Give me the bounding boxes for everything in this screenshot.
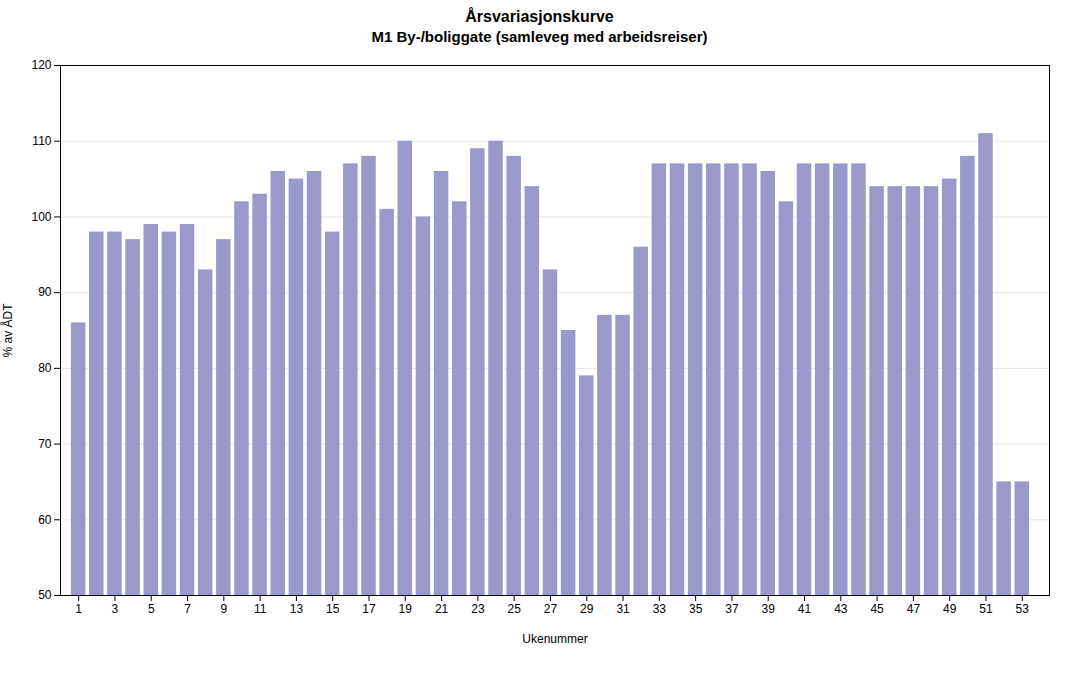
svg-text:19: 19 — [399, 602, 413, 616]
svg-text:3: 3 — [112, 602, 119, 616]
svg-text:70: 70 — [38, 437, 52, 451]
svg-text:27: 27 — [544, 602, 558, 616]
svg-text:5: 5 — [148, 602, 155, 616]
svg-text:% av ÅDT: % av ÅDT — [0, 303, 15, 358]
svg-text:110: 110 — [32, 134, 51, 148]
svg-text:Ukenummer: Ukenummer — [522, 632, 587, 646]
svg-text:31: 31 — [616, 602, 630, 616]
svg-text:39: 39 — [762, 602, 776, 616]
svg-text:50: 50 — [38, 588, 52, 602]
svg-text:1: 1 — [75, 602, 82, 616]
svg-text:35: 35 — [689, 602, 703, 616]
svg-text:7: 7 — [184, 602, 191, 616]
svg-text:23: 23 — [471, 602, 485, 616]
svg-text:17: 17 — [362, 602, 376, 616]
svg-text:120: 120 — [31, 58, 51, 72]
svg-text:47: 47 — [907, 602, 921, 616]
svg-text:60: 60 — [38, 513, 52, 527]
html-text:M1 By-/boliggate (samleveg med: M1 By-/boliggate (samleveg med arbeidsre… — [371, 28, 708, 45]
svg-text:41: 41 — [798, 602, 812, 616]
svg-text:80: 80 — [38, 361, 52, 375]
svg-text:45: 45 — [870, 602, 884, 616]
svg-text:100: 100 — [31, 210, 51, 224]
svg-text:37: 37 — [725, 602, 739, 616]
svg-text:49: 49 — [943, 602, 957, 616]
svg-text:25: 25 — [507, 602, 521, 616]
svg-text:29: 29 — [580, 602, 594, 616]
svg-text:53: 53 — [1016, 602, 1030, 616]
svg-text:9: 9 — [220, 602, 227, 616]
svg-text:33: 33 — [653, 602, 667, 616]
svg-text:11: 11 — [254, 602, 267, 616]
svg-text:51: 51 — [979, 602, 993, 616]
html-text:Årsvariasjonskurve: Årsvariasjonskurve — [465, 8, 614, 25]
svg-text:21: 21 — [435, 602, 449, 616]
svg-text:43: 43 — [834, 602, 848, 616]
svg-text:13: 13 — [290, 602, 304, 616]
svg-text:90: 90 — [38, 285, 52, 299]
svg-text:15: 15 — [326, 602, 340, 616]
